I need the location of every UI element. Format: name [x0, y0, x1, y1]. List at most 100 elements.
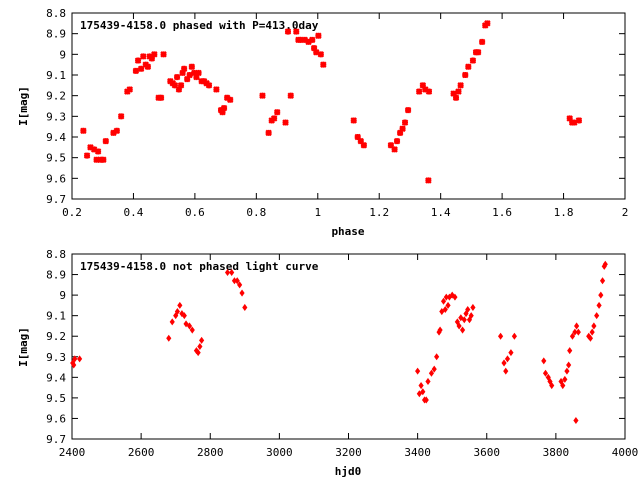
phased-data-point — [320, 61, 327, 68]
unphased-y-tick-label: 9.1 — [46, 310, 66, 323]
phased-data-point — [404, 106, 412, 114]
unphased-data-point — [186, 322, 193, 330]
unphased-data-point — [602, 260, 608, 268]
unphased-x-tick-label: 3200 — [335, 446, 362, 459]
unphased-data-point — [439, 308, 445, 316]
phased-data-point — [474, 49, 482, 56]
phased-data-point — [450, 90, 457, 97]
phased-data-point — [126, 86, 133, 93]
phased-data-point — [354, 133, 361, 141]
unphased-data-point — [503, 367, 509, 375]
unphased-data-point — [77, 355, 83, 363]
phased-data-point — [425, 88, 433, 95]
phased-y-tick-label: 9.7 — [46, 193, 66, 206]
unphased-y-tick-label: 9.7 — [46, 433, 66, 446]
unphased-y-tick-label: 8.9 — [46, 269, 66, 282]
phased-data-point — [83, 152, 91, 159]
phased-data-point — [110, 129, 117, 137]
phased-data-point — [205, 82, 213, 89]
unphased-data-point — [237, 281, 243, 289]
phased-data-point — [566, 115, 573, 122]
phased-data-point — [310, 44, 318, 52]
phased-x-axis-label: phase — [331, 225, 364, 238]
phased-y-tick-label: 8.9 — [46, 28, 66, 41]
unphased-plot-title: 175439-4158.0 not phased light curve — [80, 260, 319, 273]
unphased-data-point — [415, 367, 421, 375]
unphased-plot-frame — [71, 253, 626, 440]
phased-data-point — [193, 73, 200, 81]
phased-data-point — [94, 148, 102, 155]
unphased-x-tick-label: 3000 — [266, 446, 293, 459]
phased-data-point — [157, 94, 165, 101]
phased-data-point — [350, 117, 357, 124]
unphased-data-point — [445, 301, 451, 309]
phased-data-point — [274, 108, 281, 116]
phased-y-tick-label: 9 — [59, 48, 66, 61]
unphased-data-point — [511, 332, 517, 340]
phased-data-point — [80, 127, 87, 135]
unphased-data-point — [564, 367, 570, 375]
unphased-data-point — [498, 332, 504, 340]
unphased-data-point — [574, 322, 580, 330]
unphased-data-point — [449, 291, 455, 299]
unphased-data-point — [594, 312, 600, 320]
unphased-data-point — [573, 416, 579, 425]
unphased-data-point — [174, 308, 180, 316]
phased-data-point — [462, 71, 469, 79]
unphased-data-points — [70, 260, 608, 425]
phased-data-point — [301, 36, 309, 44]
phased-plot-title: 175439-4158.0 phased with P=413.0day — [80, 19, 319, 32]
unphased-data-point — [166, 334, 172, 342]
unphased-data-point — [224, 268, 231, 277]
phased-data-point — [469, 57, 477, 64]
phased-data-point — [360, 142, 368, 149]
phased-data-point — [144, 63, 152, 70]
unphased-data-point — [560, 382, 566, 390]
unphased-data-point — [195, 349, 201, 357]
phased-data-point — [282, 119, 289, 126]
phased-data-point — [223, 94, 231, 101]
phased-data-point — [219, 108, 226, 116]
unphased-data-point — [468, 312, 474, 320]
unphased-y-tick-label: 9.4 — [46, 371, 66, 384]
phased-data-point — [132, 67, 140, 75]
phased-data-point — [93, 156, 100, 163]
unphased-x-tick-label: 3800 — [543, 446, 570, 459]
phased-y-tick-label: 9.2 — [46, 90, 66, 103]
phased-data-point — [425, 177, 432, 184]
unphased-data-point — [458, 314, 464, 322]
phased-data-point — [455, 88, 462, 95]
unphased-data-point — [72, 355, 78, 363]
phased-data-point — [102, 137, 110, 145]
unphased-y-tick-label: 9.2 — [46, 330, 66, 343]
phased-plot-frame — [71, 12, 626, 200]
unphased-y-tick-label: 9.3 — [46, 351, 66, 364]
unphased-y-axis-label: I[mag] — [17, 327, 30, 367]
unphased-data-point — [549, 382, 555, 390]
unphased-data-point — [566, 361, 572, 369]
phased-data-point — [297, 36, 305, 44]
unphased-data-point — [183, 320, 189, 328]
phased-data-point — [313, 49, 320, 56]
unphased-data-point — [423, 396, 429, 404]
unphased-data-point — [234, 277, 240, 285]
unphased-data-point — [501, 359, 507, 367]
unphased-axis-ticks: 2400 2600 2800 3000 3200 3400 3600 3800 4000 8.8 8… — [46, 248, 638, 459]
unphased-data-point — [169, 318, 175, 326]
phased-data-point — [393, 137, 401, 145]
unphased-data-point — [562, 375, 568, 383]
phased-y-tick-label: 9.4 — [46, 131, 66, 144]
phased-data-point — [457, 82, 464, 89]
phased-data-point — [287, 92, 294, 99]
phased-data-point — [175, 86, 183, 93]
phased-data-point — [191, 69, 198, 77]
unphased-data-point — [542, 369, 549, 377]
unphased-y-tick-label: 9.6 — [46, 412, 66, 425]
phased-data-point — [315, 32, 322, 39]
unphased-data-point — [437, 326, 443, 334]
phased-data-point — [484, 20, 491, 27]
unphased-data-point — [189, 326, 195, 334]
phased-data-point — [173, 73, 181, 81]
phased-data-point — [179, 69, 186, 77]
